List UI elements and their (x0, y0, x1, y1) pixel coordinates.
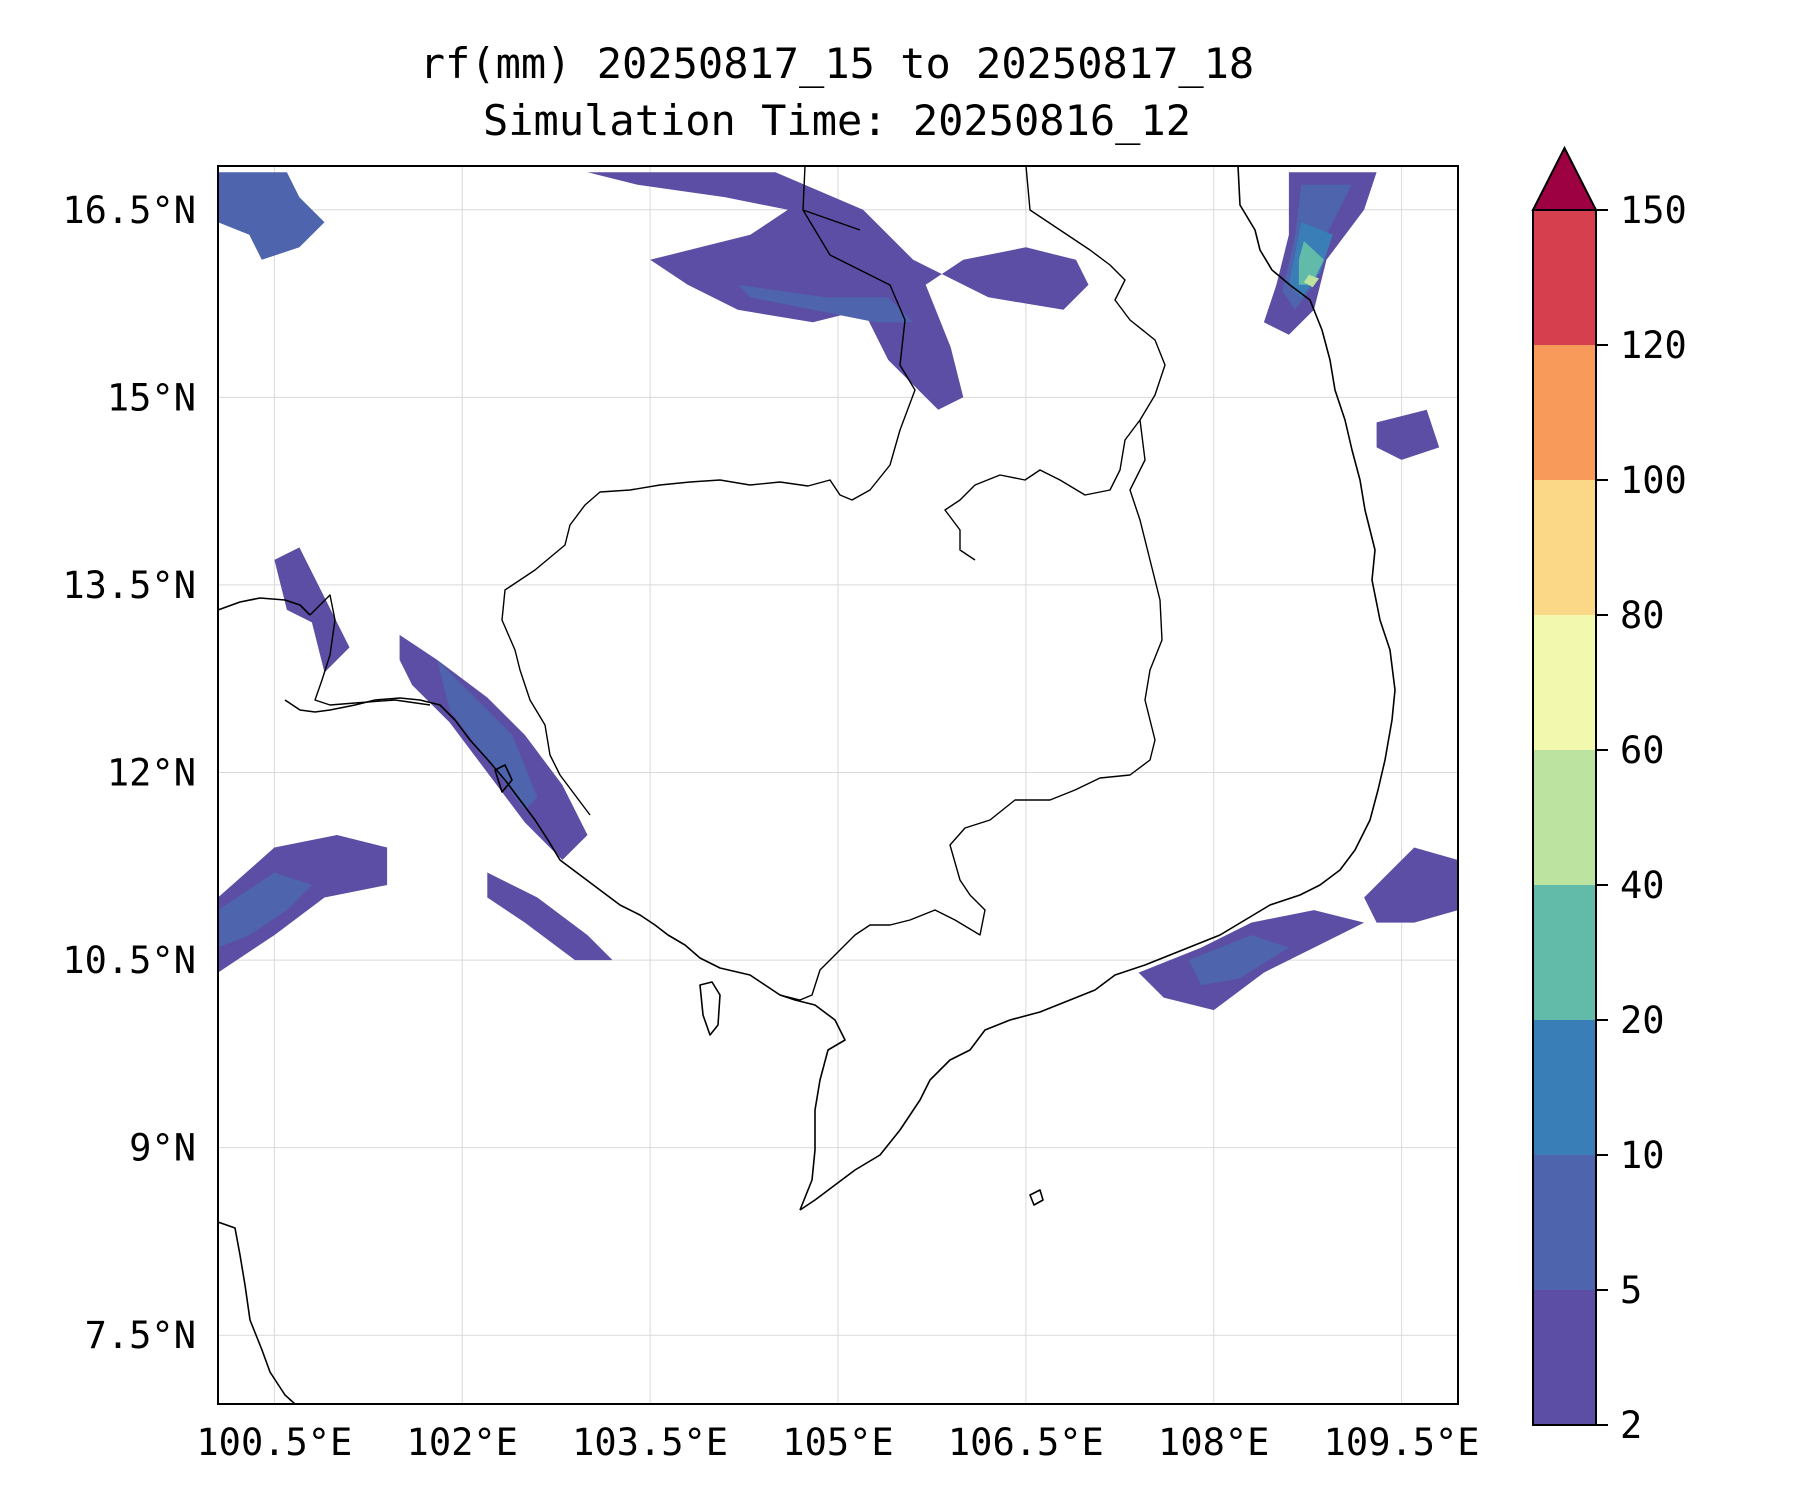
coastline-gulf-west (284, 697, 846, 1211)
lon-tick-label: 102°E (407, 1421, 518, 1464)
rain-area (1364, 847, 1458, 923)
map-plot-area (217, 165, 1459, 1405)
colorbar-tick-label: 150 (1620, 189, 1687, 232)
figure-title: rf(mm) 20250817_15 to 20250817_18 Simula… (420, 39, 1254, 145)
colorbar-segment (1533, 210, 1596, 345)
lat-tick-label: 16.5°N (62, 189, 196, 232)
longitude-axis: 100.5°E 102°E 103.5°E 105°E 106.5°E 108°E 109.… (196, 1421, 1479, 1464)
rain-area (1376, 409, 1440, 460)
country-borders (309, 166, 1166, 1001)
lat-tick-label: 15°N (107, 376, 196, 419)
colorbar-tick-label: 40 (1620, 864, 1665, 907)
coastline-west (218, 597, 311, 616)
lon-tick-label: 100.5°E (196, 1421, 352, 1464)
colorbar-frame (1532, 209, 1597, 1426)
lon-tick-label: 109.5°E (1324, 1421, 1480, 1464)
colorbar-tick-label: 80 (1620, 594, 1665, 637)
lon-tick-label: 105°E (782, 1421, 893, 1464)
title-line-2: Simulation Time: 20250816_12 (483, 96, 1191, 145)
rain-area (487, 872, 613, 961)
lon-tick-label: 103.5°E (572, 1421, 728, 1464)
colorbar-segment (1533, 1020, 1596, 1155)
colorbar-segment (1533, 885, 1596, 1020)
coastline-malay (218, 1221, 296, 1404)
colorbar-segment (1533, 1290, 1596, 1425)
colorbar: 2 5 10 20 40 60 80 100 120 150 (1531, 145, 1687, 1447)
colorbar-tick-label: 60 (1620, 729, 1665, 772)
colorbar-segment (1533, 615, 1596, 750)
rain-area (737, 284, 914, 323)
lat-tick-label: 10.5°N (62, 939, 196, 982)
rain-area (1298, 241, 1324, 285)
lat-tick-label: 7.5°N (85, 1314, 196, 1357)
colorbar-segment (1533, 1155, 1596, 1290)
rain-area (218, 835, 388, 973)
colorbar-segment (1533, 345, 1596, 480)
latitude-axis: 16.5°N 15°N 13.5°N 12°N 10.5°N 9°N 7.5°N (62, 189, 196, 1357)
rain-area (437, 659, 538, 810)
island-con-dao (1029, 1189, 1044, 1206)
island-phu-quoc (699, 981, 721, 1036)
rain-area (587, 172, 1089, 410)
colorbar-tick-label: 2 (1620, 1404, 1642, 1447)
colorbar-tick-label: 5 (1620, 1269, 1642, 1312)
rain-area (218, 172, 325, 260)
lon-tick-label: 106.5°E (948, 1421, 1104, 1464)
colorbar-tick-label: 100 (1620, 459, 1687, 502)
title-line-1: rf(mm) 20250817_15 to 20250817_18 (420, 39, 1254, 88)
gridlines (218, 166, 1458, 1404)
lat-tick-label: 9°N (129, 1127, 196, 1170)
rain-area (1188, 935, 1289, 986)
island-koh-kong (494, 764, 513, 793)
colorbar-tick-label: 20 (1620, 999, 1665, 1042)
coastline-mainland (799, 166, 1396, 1211)
lon-tick-label: 108°E (1158, 1421, 1269, 1464)
lat-tick-label: 13.5°N (62, 564, 196, 607)
geography-lines (218, 166, 1396, 1404)
rain-area (218, 872, 312, 948)
colorbar-segment (1533, 480, 1596, 615)
map-frame (217, 165, 1459, 1405)
colorbar-segment (1533, 750, 1596, 885)
lat-tick-label: 12°N (107, 751, 196, 794)
colorbar-extend-arrow (1531, 145, 1598, 211)
colorbar-tick-label: 10 (1620, 1134, 1665, 1177)
rain-area (1303, 274, 1319, 288)
rain-area (274, 547, 350, 673)
rainfall-contours (218, 172, 1458, 1011)
colorbar-tick-label: 120 (1620, 324, 1687, 367)
